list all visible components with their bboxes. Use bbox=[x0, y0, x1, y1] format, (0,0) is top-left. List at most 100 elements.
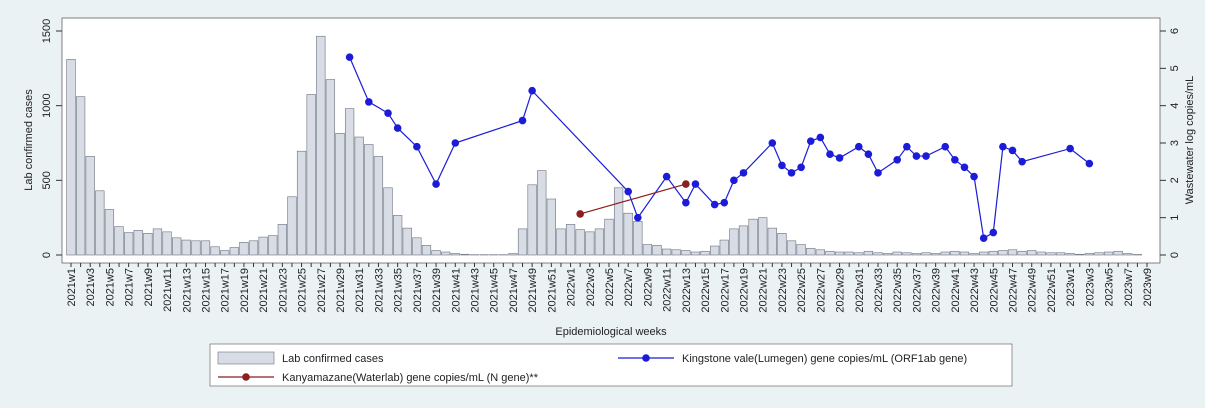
bar bbox=[393, 215, 402, 255]
bar bbox=[288, 197, 297, 255]
bar bbox=[1104, 252, 1113, 255]
x-tick-label: 2021w11 bbox=[162, 268, 174, 312]
x-tick-label: 2023w1 bbox=[1065, 268, 1077, 307]
bar bbox=[249, 241, 258, 255]
bar bbox=[922, 253, 931, 255]
x-tick-label: 2022w3 bbox=[585, 268, 597, 307]
bar bbox=[566, 224, 575, 255]
bar bbox=[182, 240, 191, 255]
point bbox=[817, 134, 825, 142]
x-tick-label: 2021w1 bbox=[66, 268, 78, 307]
bar bbox=[201, 241, 210, 255]
bar bbox=[509, 254, 518, 255]
x-tick-label: 2022w9 bbox=[642, 268, 654, 307]
bar bbox=[816, 250, 825, 255]
y2-tick-label: 0 bbox=[1169, 252, 1181, 258]
bar bbox=[172, 238, 181, 255]
x-tick-label: 2021w27 bbox=[316, 268, 328, 313]
bar bbox=[403, 228, 412, 255]
bar bbox=[874, 253, 883, 255]
bar bbox=[240, 242, 249, 255]
x-tick-label: 2022w25 bbox=[796, 268, 808, 313]
bar bbox=[951, 251, 960, 255]
point bbox=[855, 143, 863, 151]
point bbox=[634, 214, 642, 222]
point bbox=[961, 163, 969, 171]
point bbox=[1086, 160, 1094, 168]
bar bbox=[220, 251, 229, 255]
legend-swatch bbox=[242, 373, 250, 381]
bar bbox=[845, 252, 854, 255]
point bbox=[692, 180, 700, 188]
point bbox=[1018, 158, 1026, 166]
bar bbox=[1047, 253, 1056, 255]
bar bbox=[912, 254, 921, 255]
bar bbox=[960, 252, 969, 255]
x-tick-label: 2022w21 bbox=[758, 268, 770, 313]
point bbox=[730, 177, 738, 185]
bar bbox=[1075, 254, 1084, 255]
bar bbox=[1085, 254, 1094, 255]
x-tick-label: 2021w49 bbox=[527, 268, 539, 313]
point bbox=[1009, 147, 1017, 155]
x-tick-label: 2022w7 bbox=[623, 268, 635, 307]
bar bbox=[144, 233, 153, 255]
bar bbox=[163, 232, 172, 255]
point bbox=[519, 117, 527, 125]
bar bbox=[1123, 254, 1132, 255]
bar bbox=[701, 251, 710, 255]
x-tick-label: 2021w19 bbox=[239, 268, 251, 313]
bar bbox=[316, 36, 325, 255]
x-tick-label: 2023w5 bbox=[1104, 268, 1116, 307]
bar bbox=[134, 230, 143, 255]
bar bbox=[893, 252, 902, 255]
point bbox=[432, 180, 440, 188]
x-tick-label: 2022w27 bbox=[815, 268, 827, 313]
bar bbox=[662, 249, 671, 255]
bar bbox=[614, 188, 623, 255]
point bbox=[865, 150, 873, 158]
point bbox=[874, 169, 882, 177]
x-tick-label: 2022w17 bbox=[719, 268, 731, 313]
point bbox=[384, 109, 392, 117]
bar bbox=[787, 241, 796, 255]
bar bbox=[422, 245, 431, 255]
point bbox=[663, 173, 671, 181]
x-tick-label: 2021w15 bbox=[201, 268, 213, 313]
legend-label: Kanyamazane(Waterlab) gene copies/mL (N … bbox=[282, 372, 539, 384]
y-axis-title: Lab confirmed cases bbox=[23, 89, 35, 191]
point bbox=[807, 137, 815, 145]
bar bbox=[1008, 250, 1017, 255]
x-tick-label: 2021w31 bbox=[354, 268, 366, 313]
x-tick-label: 2021w9 bbox=[143, 268, 155, 307]
x-tick-label: 2022w33 bbox=[873, 268, 885, 313]
x-tick-label: 2022w45 bbox=[988, 268, 1000, 313]
x-tick-label: 2021w21 bbox=[258, 268, 270, 313]
bar bbox=[86, 156, 95, 255]
bar bbox=[326, 80, 335, 255]
y2-tick-label: 3 bbox=[1169, 140, 1181, 146]
point bbox=[682, 199, 690, 207]
x-tick-label: 2023w9 bbox=[1142, 268, 1154, 307]
bar bbox=[778, 233, 787, 255]
bar bbox=[124, 233, 133, 255]
bar bbox=[192, 241, 201, 255]
point bbox=[528, 87, 536, 95]
bar bbox=[749, 219, 758, 255]
bar bbox=[268, 236, 277, 255]
point bbox=[1066, 145, 1074, 153]
bar bbox=[739, 226, 748, 255]
bar bbox=[95, 191, 104, 255]
x-tick-label: 2021w3 bbox=[85, 268, 97, 307]
point bbox=[711, 201, 719, 209]
bar bbox=[653, 245, 662, 255]
point bbox=[346, 53, 354, 61]
bar bbox=[835, 252, 844, 255]
bar bbox=[115, 227, 124, 255]
bar bbox=[970, 254, 979, 255]
y2-tick-label: 6 bbox=[1169, 28, 1181, 34]
x-tick-label: 2021w51 bbox=[546, 268, 558, 313]
y2-tick-label: 2 bbox=[1169, 177, 1181, 183]
bar bbox=[557, 229, 566, 255]
bar bbox=[605, 219, 614, 255]
